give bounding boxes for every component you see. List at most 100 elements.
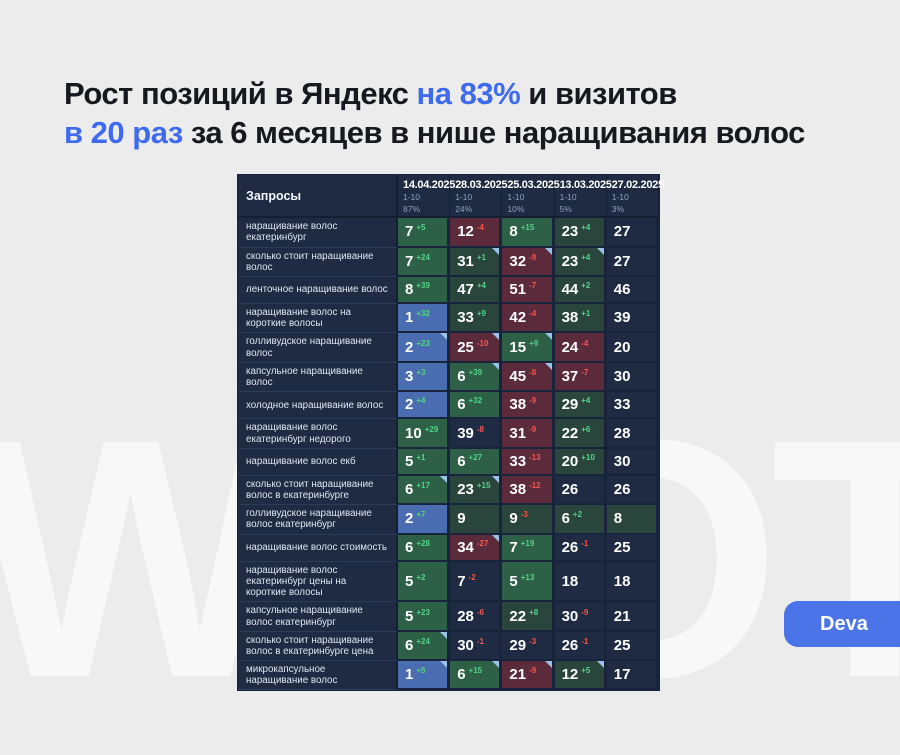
percent-label: 24% — [455, 203, 473, 214]
position-cell: 2 +7 — [398, 505, 451, 535]
position-cell: 7 +19 — [502, 534, 555, 562]
table-row: капсульное наращивание волос 3 +3 6 +39 45 -8 3… — [238, 362, 659, 393]
position-cell: 29 +4 — [554, 392, 607, 420]
position-delta: +32 — [468, 396, 483, 406]
position-cell: 30 -1 — [450, 631, 503, 662]
position-delta: -1 — [581, 636, 589, 646]
position-cell: 38 -9 — [502, 392, 555, 420]
table-row: наращивание волос екатеринбург цены на к… — [238, 561, 659, 603]
table-row: сколько стоит наращивание волос в екатер… — [238, 631, 659, 662]
position-delta: +27 — [468, 452, 483, 462]
position-delta: -8 — [476, 424, 484, 434]
position-value: 8 — [509, 223, 518, 241]
position-cell: 22 +8 — [502, 602, 555, 632]
position-value: 38 — [561, 309, 579, 327]
position-cell: 39 -8 — [450, 419, 503, 449]
position-cell: 31 -9 — [502, 419, 555, 449]
position-value: 9 — [509, 510, 518, 528]
position-value: 2 — [405, 338, 414, 356]
position-cell: 44 +2 — [554, 276, 607, 305]
table-row: холодное наращивание волос 2 +4 6 +32 38 -9 29 +… — [238, 392, 659, 420]
position-delta: +8 — [529, 607, 539, 617]
position-delta: +9 — [529, 338, 539, 348]
position-value: 6 — [457, 367, 466, 385]
position-delta: +4 — [476, 281, 486, 291]
position-cell: 6 +28 — [398, 534, 451, 562]
position-delta: -2 — [468, 572, 476, 582]
position-cell: 38 +1 — [554, 304, 607, 334]
query-cell: наращивание волос екатеринбург — [238, 218, 398, 248]
position-cell: 1 +32 — [398, 304, 451, 334]
position-value: 45 — [509, 367, 527, 385]
position-value: 30 — [613, 452, 631, 470]
position-delta: +15 — [520, 223, 535, 233]
position-delta: +15 — [468, 666, 483, 676]
position-cell: 27 — [606, 218, 659, 248]
position-delta: +39 — [416, 281, 430, 291]
position-cell: 21 — [606, 602, 659, 632]
query-cell: капсульное наращивание волос екатеринбур… — [238, 602, 398, 632]
title-line: в 20 раз за 6 месяцев в нише наращивания… — [64, 113, 805, 152]
position-value: 33 — [509, 452, 527, 470]
position-cell: 10 +29 — [398, 419, 451, 449]
position-cell: 47 +4 — [450, 276, 503, 305]
table-row: наращивание волос екатеринбург 7 +5 12 -4 8 +1… — [238, 218, 659, 248]
title-text: и визитов — [520, 76, 677, 111]
position-cell: 38 -12 — [502, 476, 555, 506]
position-value: 29 — [509, 636, 527, 654]
position-value: 23 — [457, 481, 474, 499]
table-row: микрокапсульное наращивание волос 1 +5 6 +15… — [238, 661, 659, 691]
position-cell: 8 +15 — [502, 218, 555, 248]
brand-button[interactable]: Deva — [784, 601, 900, 647]
position-value: 2 — [405, 396, 414, 414]
position-cell: 6 +39 — [450, 362, 503, 393]
position-value: 27 — [613, 223, 631, 241]
position-cell: 18 — [606, 561, 659, 603]
position-cell: 9 — [450, 505, 503, 535]
title-text: за 6 месяцев в нише наращивания волос — [182, 115, 806, 151]
position-value: 33 — [613, 396, 631, 414]
position-value: 8 — [405, 281, 414, 299]
position-delta: +4 — [581, 396, 591, 406]
position-value: 2 — [405, 510, 414, 528]
position-delta: -13 — [529, 452, 541, 462]
position-delta: +4 — [581, 223, 591, 233]
range-label: 1-10 — [559, 192, 577, 202]
position-value: 44 — [561, 281, 579, 299]
position-delta: +3 — [416, 367, 426, 377]
table-header-row: Запросы 14.04.2025 1-10 87% 28.03.2025 1-10 24… — [238, 175, 664, 219]
position-delta: +29 — [424, 424, 439, 434]
percent-label: 3% — [611, 203, 625, 214]
position-value: 6 — [405, 538, 414, 556]
position-cell: 6 +2 — [554, 505, 607, 535]
position-value: 10 — [405, 424, 422, 442]
position-value: 38 — [509, 396, 527, 414]
position-value: 1 — [405, 309, 414, 327]
position-value: 34 — [457, 538, 474, 556]
date-label: 13.03.2025 — [559, 179, 612, 191]
range-label: 1-10 — [403, 192, 421, 202]
position-cell: 28 — [606, 419, 659, 449]
position-cell: 27 — [606, 247, 659, 277]
date-header: 25.03.2025 1-10 10% — [502, 175, 560, 219]
position-delta: +17 — [416, 481, 430, 491]
position-value: 28 — [457, 607, 474, 625]
position-value: 23 — [561, 252, 579, 270]
position-cell: 31 +1 — [450, 247, 503, 277]
title-accent-text: на 83% — [416, 76, 521, 111]
position-delta: +5 — [581, 666, 591, 676]
position-value: 26 — [613, 481, 631, 499]
position-delta: +32 — [416, 309, 430, 319]
query-cell: голливудское наращивание волос — [238, 333, 398, 363]
position-delta: +23 — [416, 338, 430, 348]
position-value: 24 — [561, 338, 579, 356]
position-cell: 6 +27 — [450, 448, 503, 477]
position-delta: -12 — [529, 481, 541, 491]
position-cell: 5 +13 — [502, 561, 555, 603]
position-value: 3 — [405, 367, 414, 385]
position-delta: +23 — [416, 607, 430, 617]
table-row: наращивание волос екатеринбург недорого 1… — [238, 419, 659, 449]
table-row: сколько стоит наращивание волос в екатер… — [238, 476, 659, 506]
position-value: 27 — [613, 252, 631, 270]
position-cell: 3 +3 — [398, 362, 451, 393]
